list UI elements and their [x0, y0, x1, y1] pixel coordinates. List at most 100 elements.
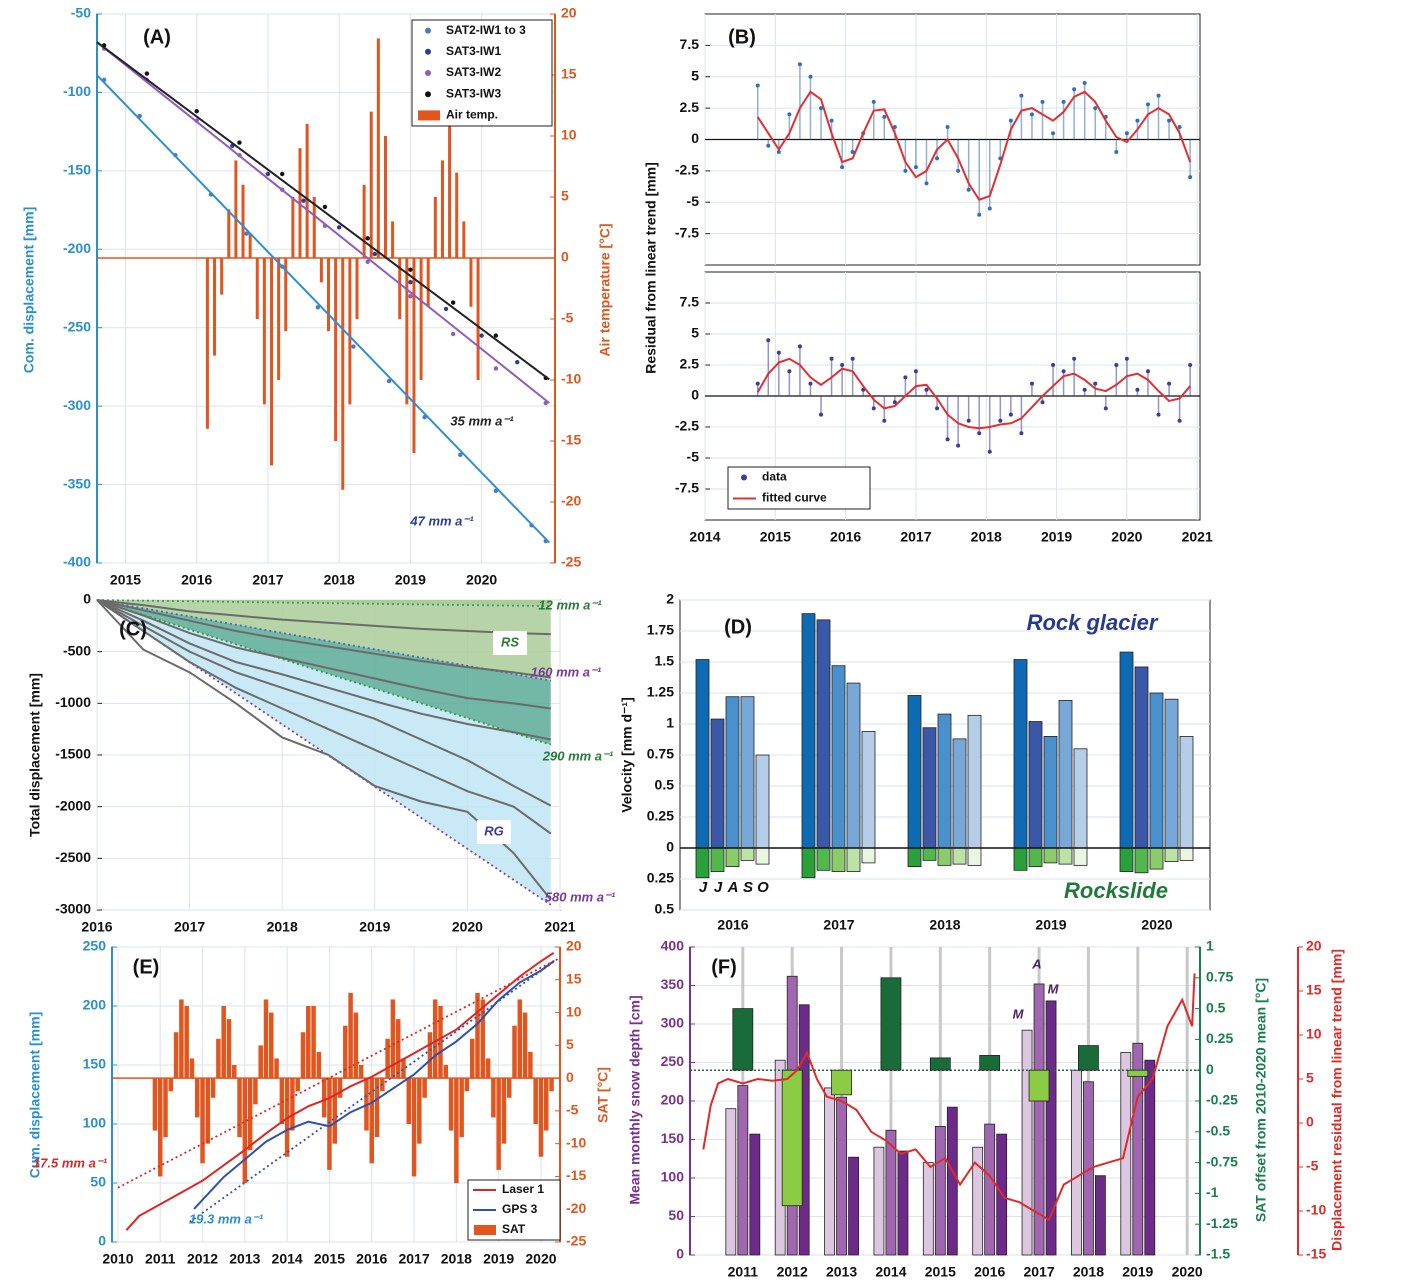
annotation: 17.5 mm a⁻¹ [33, 1155, 108, 1170]
month-label: S [743, 879, 753, 896]
y-tick-label: -400 [63, 554, 91, 570]
point [892, 124, 897, 129]
bar [533, 1078, 538, 1124]
bar [258, 1045, 263, 1079]
bar [440, 160, 444, 258]
x-tick-label: 2019 [1041, 529, 1072, 545]
bar [216, 1038, 221, 1079]
month-label: A [727, 879, 739, 896]
x-tick-label: 2019 [483, 1251, 514, 1267]
point [1114, 150, 1119, 155]
point [776, 350, 781, 355]
bar [801, 613, 816, 849]
x-tick-label: 2020 [525, 1251, 556, 1267]
point [829, 356, 834, 361]
y2-tick-label: 0.25 [1206, 1030, 1233, 1046]
bar [475, 992, 480, 1079]
point [1082, 387, 1087, 392]
bar [279, 1078, 285, 1124]
point [194, 109, 199, 114]
annotation: 19.3 mm a⁻¹ [189, 1211, 264, 1226]
bar [462, 221, 466, 258]
bar [311, 1006, 316, 1079]
bar [316, 1051, 322, 1079]
bar [1013, 659, 1028, 849]
point [1029, 112, 1034, 117]
y-tick-label: -7.5 [675, 480, 699, 496]
bar [255, 258, 259, 319]
bar [922, 1162, 934, 1256]
point [1072, 356, 1077, 361]
panel-title: (F) [711, 956, 737, 978]
bar [873, 1146, 885, 1256]
bar [506, 1078, 512, 1098]
legend-label: Air temp. [446, 108, 498, 122]
y-tick-label: -500 [63, 642, 91, 658]
x-tick-label: 2014 [875, 1264, 906, 1280]
bar [952, 847, 967, 865]
y2-tick-label: -0.5 [1206, 1123, 1230, 1139]
bar [427, 1032, 433, 1079]
bar [549, 1078, 554, 1092]
point [840, 165, 845, 170]
y-tick-label: 2 [666, 591, 674, 607]
bar [725, 1108, 737, 1256]
bar [846, 847, 861, 872]
point [787, 369, 792, 374]
legend-label: GPS 3 [502, 1202, 538, 1216]
annotation: A [1031, 956, 1041, 971]
y-tick-label: 200 [83, 997, 107, 1013]
annotation-box [477, 820, 511, 844]
annotation: M [1048, 981, 1060, 996]
legend-label: fitted curve [762, 491, 827, 505]
axis-label: SAT offset from 2010-2020 mean [°C] [1253, 978, 1269, 1222]
bar [163, 1078, 168, 1138]
point [808, 74, 813, 79]
y-tick-label: 100 [661, 1169, 685, 1185]
bar [210, 1078, 216, 1098]
bar [1127, 1069, 1149, 1077]
bar [412, 258, 416, 454]
point [808, 381, 813, 386]
point [1061, 369, 1066, 374]
y3-tick-label: 10 [1306, 1026, 1322, 1042]
y-tick-label: 250 [83, 938, 107, 954]
bar [391, 221, 395, 258]
point [871, 406, 876, 411]
annotation-box [493, 631, 527, 655]
point [144, 71, 150, 76]
bar [241, 184, 245, 258]
y2-tick-label: -5 [566, 1102, 579, 1118]
point [882, 418, 887, 423]
bar [496, 1078, 501, 1170]
y3-tick-label: 5 [1306, 1070, 1314, 1086]
bar [831, 665, 846, 849]
bar [737, 1085, 749, 1256]
y-tick-label: 0 [691, 130, 699, 146]
point [479, 333, 484, 338]
bar [419, 258, 423, 380]
bar [173, 1032, 179, 1079]
x-tick-label: 2015 [110, 572, 141, 588]
point [1177, 418, 1182, 423]
bar [1045, 1000, 1057, 1256]
bar [284, 258, 288, 332]
bar [1120, 1052, 1132, 1256]
x-tick-label: 2014 [272, 1251, 303, 1267]
bar [1149, 847, 1164, 870]
month-label: O [757, 879, 769, 896]
point [493, 333, 499, 338]
line [96, 41, 550, 381]
bar [952, 738, 967, 849]
bar [362, 184, 366, 258]
y-tick-label: -2500 [55, 849, 91, 865]
bar [517, 999, 523, 1079]
line [96, 599, 551, 710]
bar [277, 258, 281, 380]
point [1019, 93, 1024, 98]
bar [263, 999, 269, 1079]
bar [831, 1069, 852, 1096]
bar [816, 847, 831, 871]
point [493, 366, 499, 371]
